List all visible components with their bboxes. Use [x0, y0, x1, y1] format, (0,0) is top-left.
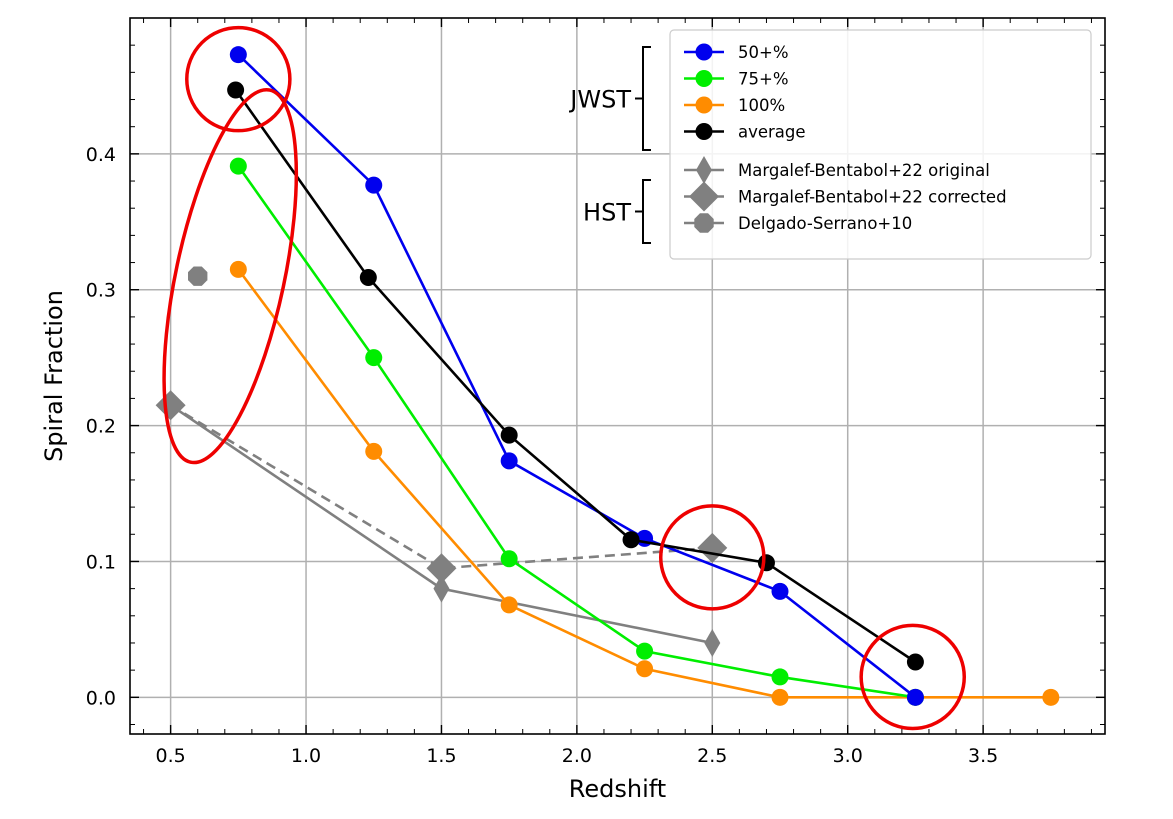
- legend-label: average: [738, 123, 806, 142]
- data-point: [622, 531, 640, 549]
- series-line: [237, 165, 916, 699]
- legend-group-bracket: [642, 46, 651, 151]
- data-point: [771, 688, 789, 706]
- x-tick-label: 0.5: [156, 745, 186, 767]
- legend-group-hst: HST: [583, 179, 651, 244]
- x-tick-label: 3.0: [833, 745, 863, 767]
- data-point: [188, 266, 208, 286]
- legend-label: 100%: [738, 96, 785, 115]
- legend-marker: [695, 96, 713, 114]
- data-point: [771, 582, 789, 600]
- x-tick-label: 1.5: [426, 745, 456, 767]
- legend-entry: 75+%: [684, 70, 789, 89]
- legend-marker: [696, 156, 712, 184]
- data-point: [365, 176, 383, 194]
- data-point: [757, 554, 775, 572]
- y-tick-label: 0.4: [86, 144, 116, 166]
- data-point: [771, 668, 789, 686]
- data-point: [636, 660, 654, 678]
- data-point: [697, 532, 728, 563]
- legend: 50+% 75+% 100% average Margalef-Bentabol+22 …: [568, 29, 1092, 260]
- legend-marker: [689, 181, 719, 212]
- series-line: [237, 268, 1051, 699]
- y-tick-label: 0.2: [86, 416, 116, 438]
- legend-marker: [695, 70, 713, 87]
- legend-marker: [695, 123, 713, 140]
- data-point: [433, 574, 450, 603]
- data-point: [500, 426, 518, 444]
- legend-label: 50+%: [738, 43, 789, 62]
- legend-entry: 50+%: [684, 43, 789, 62]
- series-line: [237, 53, 917, 699]
- data-point: [500, 596, 518, 614]
- annotation-ellipse: [658, 504, 766, 611]
- data-point: [365, 349, 383, 367]
- series-100-: [229, 260, 1060, 706]
- legend-label: Margalef-Bentabol+22 original: [738, 161, 990, 180]
- legend-entry: Margalef-Bentabol+22 original: [684, 156, 990, 184]
- data-point: [229, 157, 247, 175]
- legend-box: [669, 29, 1092, 260]
- legend-marker: [694, 213, 714, 233]
- series-line: [169, 404, 713, 570]
- data-point: [500, 550, 518, 568]
- x-tick-label: 1.0: [291, 745, 321, 767]
- y-tick-label: 0.3: [86, 280, 116, 302]
- data-point: [359, 268, 377, 286]
- y-tick-label: 0.0: [86, 687, 116, 709]
- data-point: [906, 688, 924, 706]
- plot-frame: [129, 17, 1106, 735]
- x-tick-label: 2.5: [697, 745, 727, 767]
- data-point: [155, 390, 186, 421]
- annotation-ellipse: [185, 25, 292, 133]
- y-axis-title: Spiral Fraction: [40, 290, 68, 462]
- data-point: [906, 653, 924, 671]
- data-point: [365, 442, 383, 460]
- axis-ticks: 0.5 1.0 1.5 2.0 2.5 3.0 3.5 0.0 0.1 0.2 0.3 0.4: [86, 18, 1105, 767]
- series-line: [234, 89, 917, 664]
- legend-group-label: JWST: [568, 86, 631, 114]
- legend-marker: [695, 43, 713, 61]
- data-point: [636, 642, 654, 660]
- series-layer: [155, 46, 1060, 706]
- data-point: [227, 81, 245, 99]
- x-tick-label: 3.5: [968, 745, 998, 767]
- data-point: [229, 260, 247, 278]
- legend-label: Delgado-Serrano+10: [738, 214, 912, 233]
- x-tick-label: 2.0: [562, 745, 592, 767]
- legend-group-jwst: JWST: [568, 46, 651, 151]
- legend-group-bracket: [642, 179, 651, 244]
- annotation-ellipse: [859, 623, 967, 731]
- annotation-layer: [162, 25, 967, 731]
- data-point: [229, 46, 247, 64]
- series-delgado-serrano-10: [188, 266, 208, 286]
- legend-label: Margalef-Bentabol+22 corrected: [738, 188, 1007, 207]
- legend-label: 75+%: [738, 70, 789, 89]
- y-tick-label: 0.1: [86, 551, 116, 573]
- legend-entry: Delgado-Serrano+10: [684, 213, 912, 233]
- legend-entry: Margalef-Bentabol+22 corrected: [684, 181, 1007, 212]
- legend-group-label: HST: [583, 199, 631, 227]
- legend-entry: 100%: [684, 96, 785, 115]
- data-point: [704, 628, 721, 657]
- data-point: [500, 452, 518, 470]
- annotation-ellipse: [162, 87, 299, 465]
- data-point: [1042, 688, 1060, 706]
- x-axis-title: Redshift: [569, 775, 666, 803]
- legend-entry: average: [684, 123, 806, 142]
- data-point: [426, 553, 457, 584]
